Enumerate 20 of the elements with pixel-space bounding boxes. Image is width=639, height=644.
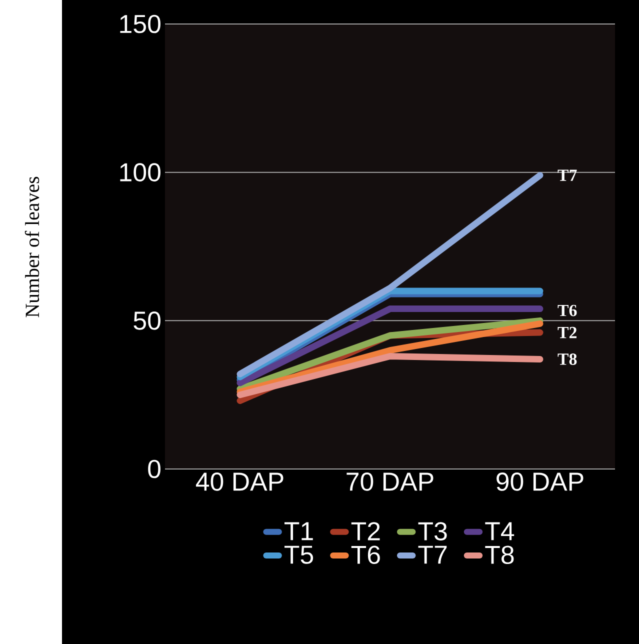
annotation: T2 bbox=[558, 326, 576, 338]
legend-label: T5 bbox=[284, 546, 314, 564]
y-tick-label: 100 bbox=[120, 163, 160, 182]
legend-label: T7 bbox=[418, 546, 447, 564]
y-tick-label: 50 bbox=[134, 311, 160, 330]
x-tick-label: 70 DAP bbox=[346, 472, 434, 491]
x-tick-label: 40 DAP bbox=[196, 472, 284, 491]
legend-label: T6 bbox=[351, 546, 380, 564]
x-tick-label: 90 DAP bbox=[496, 472, 584, 491]
y-tick-label: 0 bbox=[148, 460, 160, 478]
legend-label: T8 bbox=[485, 546, 514, 564]
legend-label: T2 bbox=[351, 522, 380, 540]
y-tick-label: 150 bbox=[120, 14, 160, 34]
legend-label: T3 bbox=[418, 522, 447, 540]
annotation: T7 bbox=[558, 170, 577, 181]
annotation: T8 bbox=[558, 354, 577, 365]
annotation: T6 bbox=[558, 304, 577, 316]
legend-label: T4 bbox=[485, 522, 514, 540]
legend-label: T1 bbox=[284, 522, 313, 540]
y-axis-title: Number of leaves bbox=[24, 176, 40, 318]
